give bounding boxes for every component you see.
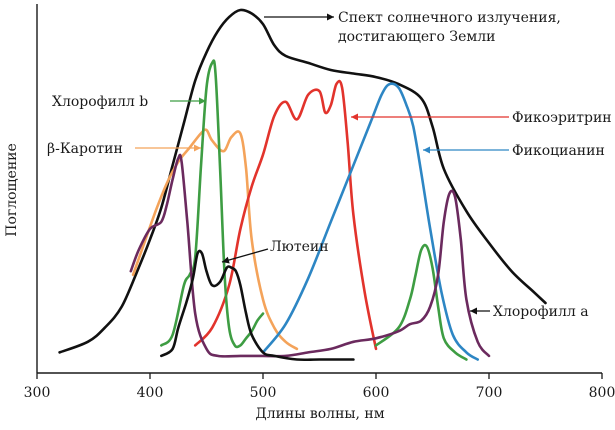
annotation-label-chl-a: Хлорофилл a: [493, 304, 589, 320]
annotation-label-phycocyanin: Фикоцианин: [512, 143, 605, 159]
x-tick-label: 800: [589, 385, 615, 401]
spectra-curves: [58, 8, 547, 362]
annotation-label-chl-b: Хлорофилл b: [52, 94, 148, 110]
annotation-arrowhead: [351, 113, 358, 121]
y-axis-title: Поглощение: [4, 143, 20, 237]
annotation-label-beta-carotene: β-Каротин: [47, 141, 123, 157]
curve-lutein: [160, 249, 355, 362]
x-axis-title: Длины волны, нм: [255, 406, 384, 422]
x-tick-label: 500: [250, 385, 277, 401]
annotation-label-solar: Спект солнечного излучения,: [338, 10, 561, 26]
annotation-arrowhead: [423, 146, 430, 154]
annotation-label-solar: достигающего Земли: [338, 29, 495, 45]
curve-annotations: Спект солнечного излучения, достигающего …: [47, 10, 612, 320]
x-tick-label: 600: [363, 385, 390, 401]
annotation-arrowhead: [199, 97, 206, 105]
curve-chl-a-red: [374, 243, 468, 361]
x-tick-label: 400: [137, 385, 164, 401]
annotation-arrowhead: [222, 256, 230, 264]
curve-chl-a: [129, 153, 491, 358]
x-tick-label: 300: [24, 385, 51, 401]
x-tick-label: 700: [476, 385, 503, 401]
x-axis-ticks: 300 400 500 600 700 800: [24, 373, 615, 401]
annotation-label-phycoerythrin: Фикоэритрин: [512, 110, 612, 126]
curve-phycocyanin: [261, 82, 479, 361]
curve-chl-b: [160, 59, 265, 349]
annotation-arrowhead: [194, 144, 201, 152]
annotation-leader-lutein: [221, 248, 269, 263]
annotation-arrowhead: [327, 13, 334, 21]
annotation-arrowhead: [470, 307, 477, 315]
annotation-label-lutein: Лютеин: [270, 239, 329, 255]
curve-solar: [58, 8, 547, 354]
curve-phycoerythrin: [193, 79, 378, 351]
